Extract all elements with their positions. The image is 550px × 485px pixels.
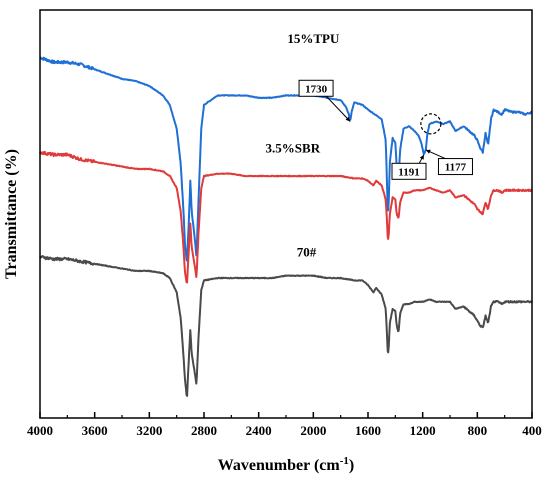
labels: 4000 3600 3200 2800 2400 2000 1600 1200 800 400 Wa… xyxy=(3,31,542,474)
x-axis-title-end: ) xyxy=(349,457,354,474)
x-tick-label-1: 3600 xyxy=(82,423,108,438)
annotation-label-0: 1730 xyxy=(305,83,328,95)
series-lines xyxy=(39,56,533,397)
annotation-box-1 xyxy=(391,162,427,180)
series-line-2 xyxy=(39,255,533,397)
y-axis-title: Transmittance (%) xyxy=(3,149,20,279)
plot-frame xyxy=(39,9,533,419)
x-tick-label-2: 3200 xyxy=(136,423,162,438)
annotation-arrowhead-1 xyxy=(419,154,424,160)
annotation-arrowhead-2 xyxy=(425,149,431,154)
annotation-arrowhead-0 xyxy=(345,116,351,122)
x-tick-label-7: 1200 xyxy=(410,423,436,438)
x-tick-label-6: 1600 xyxy=(355,423,381,438)
x-tick-label-9: 400 xyxy=(522,423,542,438)
series-label-1: 3.5%SBR xyxy=(266,140,321,155)
highlight-circle xyxy=(420,113,442,135)
x-axis-title-main: Wavenumber (cm xyxy=(218,457,341,474)
series-label-0: 15%TPU xyxy=(287,31,340,46)
axes xyxy=(39,9,533,419)
annotation-label-2: 1177 xyxy=(445,162,467,174)
annotation-arrow-0 xyxy=(325,95,351,122)
series-line-1 xyxy=(39,150,533,284)
x-tick-label-8: 800 xyxy=(468,423,488,438)
x-tick-label-4: 2400 xyxy=(246,423,272,438)
annotation-box-2 xyxy=(437,158,473,176)
x-tick-label-3: 2800 xyxy=(191,423,217,438)
x-tick-label-0: 4000 xyxy=(27,423,53,438)
x-axis-title: Wavenumber (cm-1) xyxy=(218,455,354,474)
x-tick-label-5: 2000 xyxy=(300,423,326,438)
series-label-2: 70# xyxy=(297,245,317,260)
annotation-label-1: 1191 xyxy=(398,166,419,178)
annotations xyxy=(298,79,473,180)
series-line-0 xyxy=(39,56,533,262)
annotation-box-0 xyxy=(298,79,334,97)
x-axis-title-sup: -1 xyxy=(340,455,349,467)
